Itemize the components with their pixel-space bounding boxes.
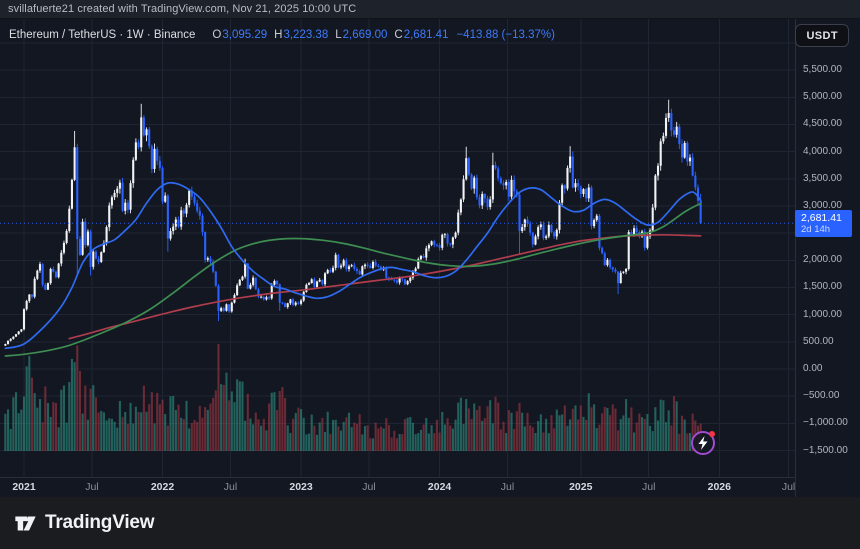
ohlc-value: 3,223.38 bbox=[283, 29, 329, 41]
chart-canvas[interactable]: Ethereum / TetherUS · 1W · Binance O3,09… bbox=[0, 19, 795, 477]
time-tick-label: 2024 bbox=[427, 481, 452, 493]
price-tick-label: 4,000.00 bbox=[803, 145, 842, 157]
ohlc-value: 2,669.00 bbox=[342, 29, 388, 41]
price-tick-label: 1,500.00 bbox=[803, 281, 842, 293]
time-tick-label: 2022 bbox=[150, 481, 175, 493]
price-tick-label: 5,500.00 bbox=[803, 64, 842, 76]
notification-dot bbox=[709, 431, 715, 437]
attribution-text: svillafuerte21 created with TradingView.… bbox=[8, 3, 357, 15]
symbol-title[interactable]: Ethereum / TetherUS · 1W · Binance bbox=[9, 29, 196, 41]
price-tick-label: 1,000.00 bbox=[803, 308, 842, 320]
price-tick-label: −1,000.00 bbox=[803, 417, 848, 429]
time-tick-label: Jul bbox=[641, 481, 656, 493]
ohlc-value: 2,681.41 bbox=[403, 29, 449, 41]
price-tick-label: 4,500.00 bbox=[803, 118, 842, 130]
time-tick-label: Jul bbox=[362, 481, 376, 493]
ohlc-key: L bbox=[335, 29, 342, 41]
bar-countdown: 2d 14h bbox=[801, 224, 831, 236]
ohlc-key: H bbox=[274, 29, 283, 41]
last-price-badge: 2,681.41 2d 14h bbox=[795, 210, 852, 238]
ohlc-key: O bbox=[212, 29, 222, 41]
price-axis[interactable]: 5,500.00 5,000.00 4,500.00 4,000.00 3,500.00… bbox=[795, 19, 860, 497]
time-tick-label: 2023 bbox=[289, 481, 313, 493]
tradingview-icon bbox=[15, 515, 36, 531]
change-value: −413.88 (−13.37%) bbox=[456, 29, 555, 41]
time-tick-label: 2021 bbox=[12, 481, 36, 493]
tradingview-logo[interactable]: TradingView bbox=[13, 511, 155, 536]
ohlc-value: 3,095.29 bbox=[222, 29, 268, 41]
price-tick-label: 5,000.00 bbox=[803, 91, 842, 103]
symbol-legend[interactable]: Ethereum / TetherUS · 1W · Binance O3,09… bbox=[9, 26, 555, 44]
attribution-bar: svillafuerte21 created with TradingView.… bbox=[0, 0, 860, 19]
price-tick-label: 3,000.00 bbox=[803, 199, 842, 211]
ohlc-key: C bbox=[394, 29, 403, 41]
time-tick-label: Jul bbox=[500, 481, 515, 493]
last-price: 2,681.41 bbox=[801, 212, 842, 225]
price-tick-label: 2,000.00 bbox=[803, 254, 842, 266]
footer: TradingView bbox=[0, 497, 860, 549]
price-tick-label: 500.00 bbox=[803, 335, 834, 347]
time-tick-label: Jul bbox=[781, 481, 796, 493]
time-tick-label: Jul bbox=[85, 481, 99, 493]
lightning-icon bbox=[698, 436, 708, 450]
quick-trade-bolt-button[interactable] bbox=[691, 431, 715, 455]
price-tick-label: −1,500.00 bbox=[803, 444, 848, 456]
price-tick-label: 3,500.00 bbox=[803, 172, 842, 184]
ohlc-values: O3,095.29 H3,223.38 L2,669.00 C2,681.41 −413… bbox=[205, 29, 555, 41]
time-tick-label: Jul bbox=[223, 481, 238, 493]
time-tick-label: 2026 bbox=[707, 481, 731, 493]
currency-toggle-button[interactable]: USDT bbox=[795, 24, 849, 47]
time-axis[interactable]: 2021 Jul 2022 Jul 2023 Jul 2024 Jul 2025 Jul 2026 J… bbox=[0, 477, 860, 497]
price-tick-label: −500.00 bbox=[803, 390, 840, 402]
brand-name: TradingView bbox=[45, 512, 155, 533]
price-tick-label: 0.00 bbox=[803, 363, 823, 374]
time-tick-label: 2025 bbox=[569, 481, 593, 493]
